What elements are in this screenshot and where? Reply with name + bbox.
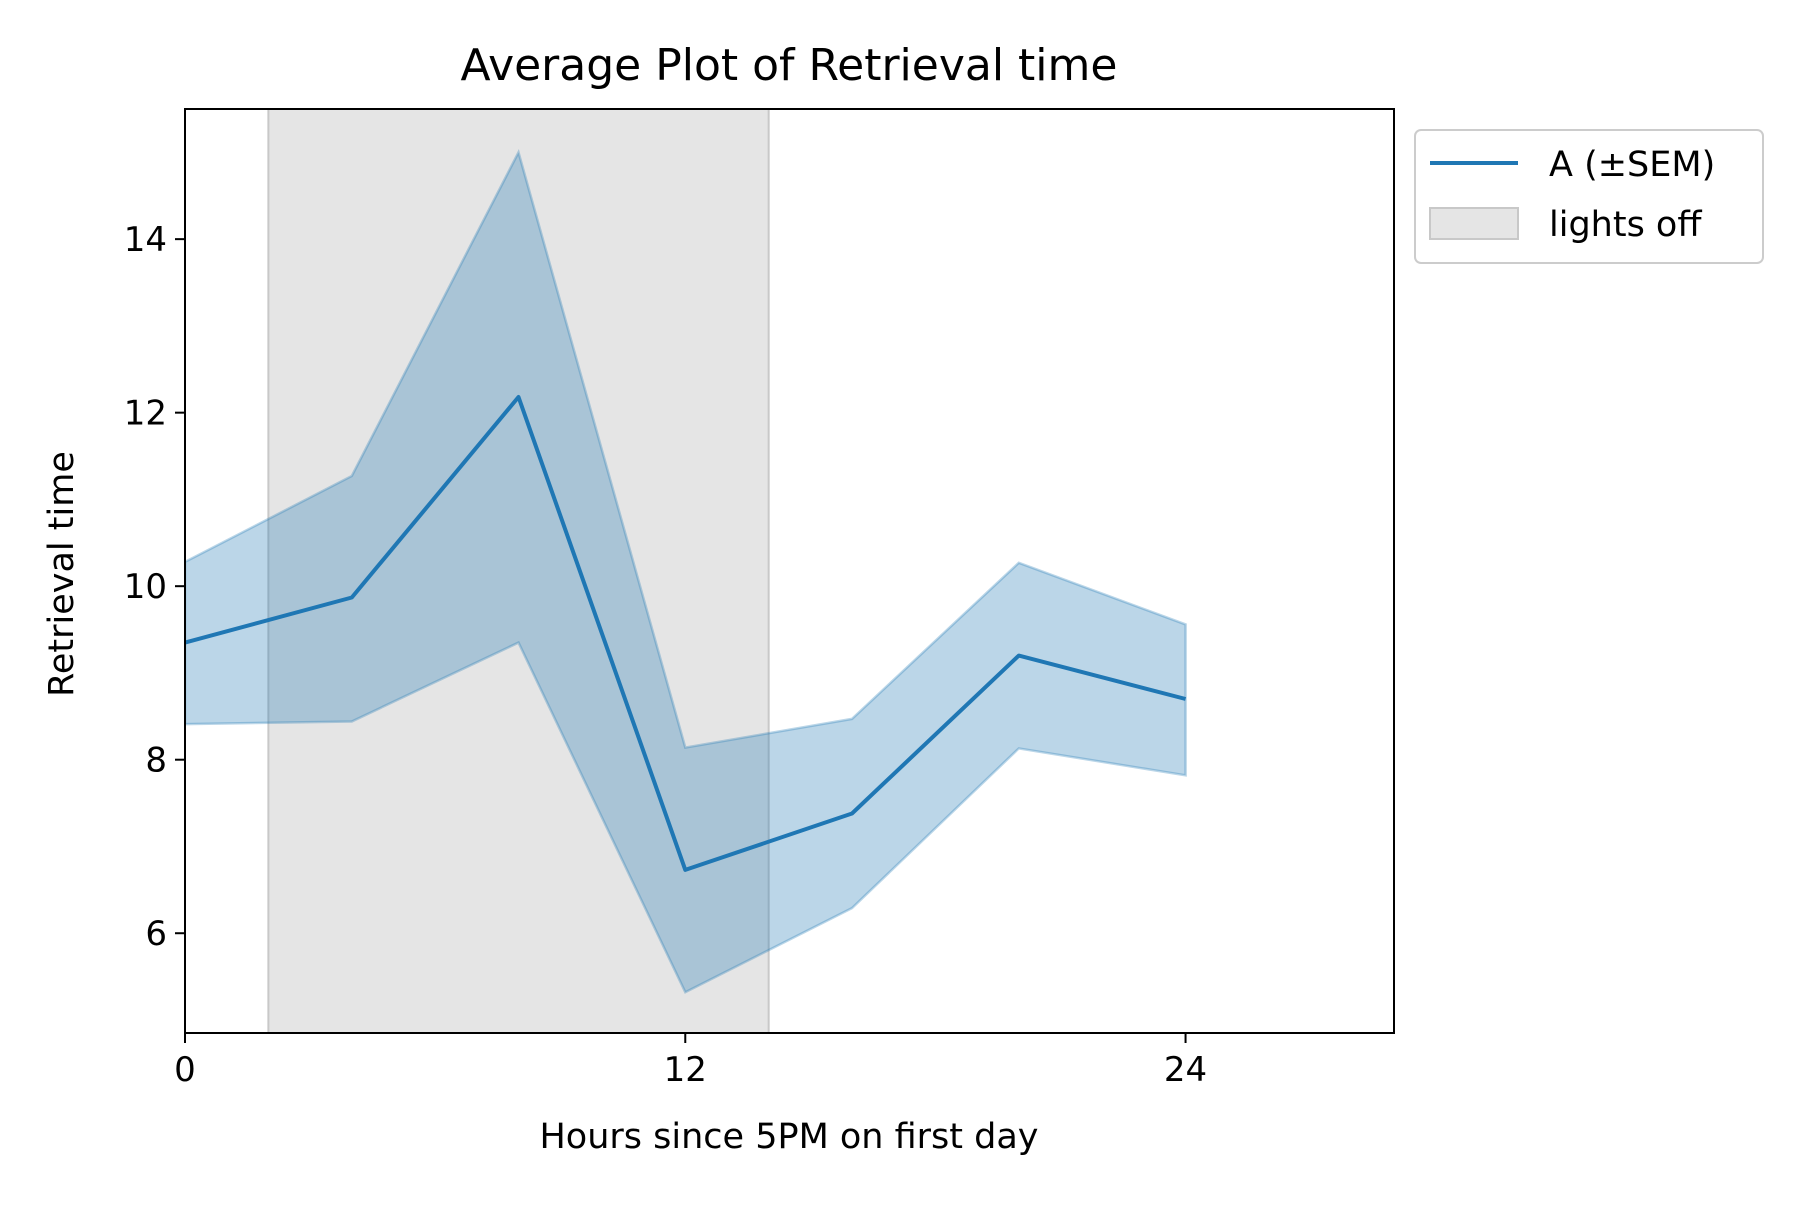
y-tick-label: 12: [124, 394, 167, 434]
x-axis-label: Hours since 5PM on first day: [539, 1117, 1038, 1157]
x-tick-label: 0: [174, 1050, 196, 1090]
data-point: [849, 810, 855, 816]
lights-off-region: [267, 109, 770, 1033]
data-point: [516, 394, 522, 400]
data-point: [682, 867, 688, 873]
series-line-0: [185, 395, 1187, 872]
data-point: [1016, 653, 1022, 659]
y-tick-label: 8: [145, 741, 167, 781]
data-point: [1183, 696, 1189, 702]
legend-label-lights-off: lights off: [1549, 205, 1702, 245]
y-tick-label: 14: [124, 220, 167, 260]
y-tick-label: 10: [124, 567, 167, 607]
axes-frame: [184, 108, 1395, 1034]
plot-content: [185, 109, 1189, 1033]
axes: 0 12 24 6 8 10 12 14: [124, 108, 1395, 1090]
chart-title: Average Plot of Retrieval time: [461, 40, 1118, 91]
legend-label-series: A (±SEM): [1549, 145, 1715, 185]
plot-area: [185, 109, 1189, 1033]
x-tick-label: 24: [1164, 1050, 1207, 1090]
legend: A (±SEM) lights off: [1414, 129, 1764, 264]
x-tick-label: 12: [664, 1050, 707, 1090]
data-point: [349, 594, 355, 600]
y-tick-label: 6: [145, 914, 167, 954]
y-axis-label: Retrieval time: [42, 451, 82, 697]
legend-shade-swatch: [1429, 207, 1519, 240]
sem-band-0: [185, 149, 1187, 994]
